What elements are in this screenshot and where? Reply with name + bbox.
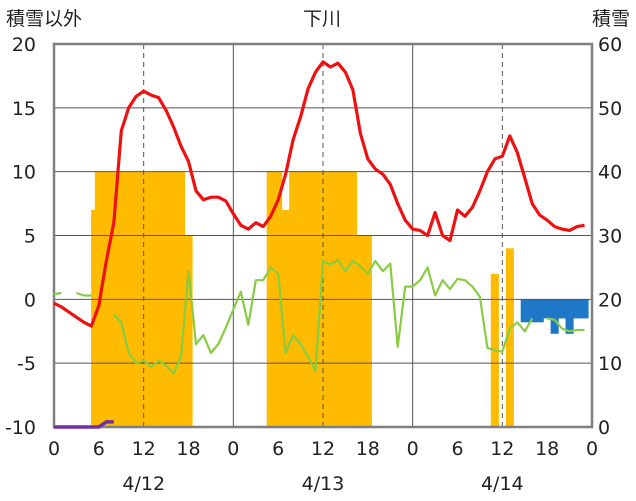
x-tick-label: 6 [93,438,105,460]
date-label: 4/12 [122,473,165,495]
dewpoint-line [53,291,62,296]
snow-depth-bar [281,210,290,427]
snow-depth-bar [363,235,372,427]
date-label: 4/13 [302,473,345,495]
left-tick-label: 15 [12,98,36,120]
snow-change-bar [528,299,537,323]
date-label: 4/14 [481,473,524,495]
snow-change-bar [543,299,552,319]
temperature-line [53,60,585,328]
right-tick-label: 60 [598,34,622,56]
left-tick-label: 5 [24,226,36,248]
dewpoint-line [547,317,585,333]
plot-frame [52,42,594,429]
series-lines-layer [53,60,585,429]
x-tick-label: 0 [227,438,239,460]
right-tick-label: 10 [598,353,622,375]
left-tick-label: 0 [24,289,36,311]
snow-change-bar [535,299,544,323]
left-tick-label: -5 [17,353,36,375]
snow-depth-bar [184,235,193,427]
x-tick-label: 6 [272,438,284,460]
snow-change-bar [558,299,567,319]
left-tick-label: -10 [5,417,36,439]
x-tick-label: 0 [48,438,60,460]
right-axis-title: 積雪 [592,8,630,30]
left-tick-label: 10 [12,162,36,184]
snow-change-bar [520,299,529,323]
right-tick-label: 40 [598,162,622,184]
chart-title: 下川 [303,8,341,30]
dewpoint-line [113,258,534,375]
snow-change-bar [565,299,574,334]
snow-change-bar [550,299,559,334]
snow-change-bar [573,299,582,319]
x-tick-label: 18 [535,438,559,460]
right-tick-label: 50 [598,98,622,120]
x-tick-label: 18 [356,438,380,460]
x-tick-label: 18 [176,438,200,460]
x-tick-label: 0 [407,438,419,460]
x-tick-label: 0 [586,438,598,460]
x-tick-label: 6 [451,438,463,460]
dewpoint-line [76,291,92,297]
right-tick-label: 0 [598,417,610,439]
snow-depth-bar [356,235,365,427]
precipitation-line [54,420,114,429]
x-tick-label: 12 [311,438,335,460]
left-axis-title: 積雪以外 [6,8,82,30]
x-tick-label: 12 [490,438,514,460]
grid-layer [54,44,592,427]
plot-border [52,42,594,429]
snow-change-bar [580,299,589,319]
snow-depth-bar [505,248,514,427]
right-tick-label: 20 [598,289,622,311]
right-tick-label: 30 [598,226,622,248]
left-tick-label: 20 [12,34,36,56]
x-tick-label: 12 [132,438,156,460]
